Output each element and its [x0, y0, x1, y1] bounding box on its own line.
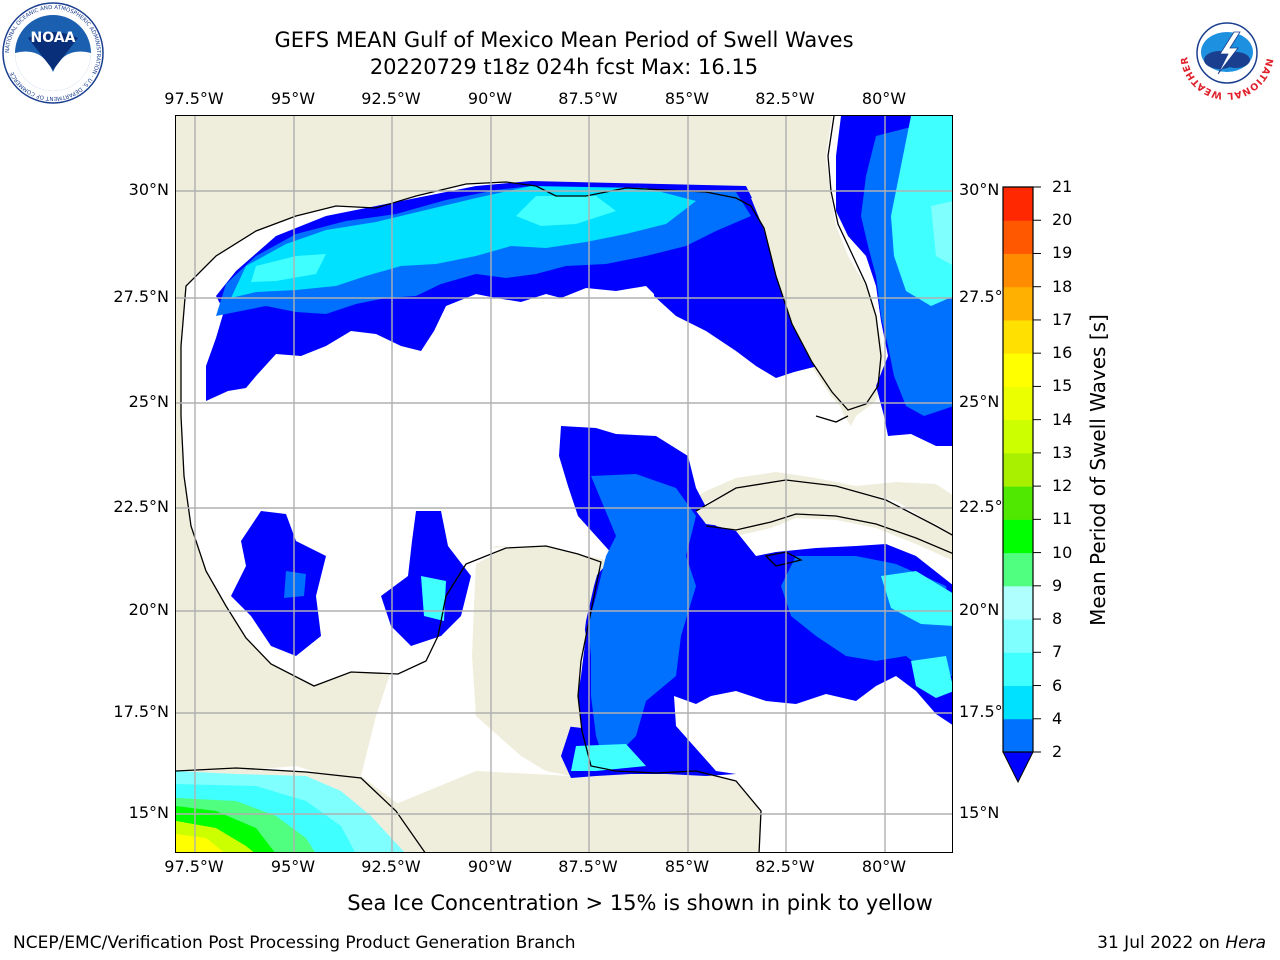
colorbar-segment: [1003, 286, 1033, 321]
colorbar-tick-label: 14: [1052, 409, 1073, 429]
colorbar-under-arrow: [1002, 751, 1034, 784]
lon-tick-bottom: 80°W: [861, 857, 907, 876]
run-date-text: 31 Jul 2022 on: [1097, 933, 1226, 953]
chart-title: GEFS MEAN Gulf of Mexico Mean Period of …: [274, 28, 854, 52]
lon-tick-top: 82.5°W: [755, 89, 815, 108]
lon-tick-bottom: 82.5°W: [755, 857, 815, 876]
lat-tick-left: 15°N: [128, 803, 169, 822]
colorbar-tick-label: 15: [1052, 376, 1073, 396]
map-canvas: [176, 116, 952, 852]
run-date: 31 Jul 2022 on Hera: [1097, 933, 1266, 953]
lat-tick-right: 20°N: [959, 600, 1000, 619]
colorbar-segment: [1003, 386, 1033, 421]
chart-subtitle: 20220729 t18z 024h fcst Max: 16.15: [369, 55, 759, 79]
colorbar-segment: [1003, 220, 1033, 254]
coastlines: [176, 116, 952, 852]
lon-tick-bottom: 97.5°W: [164, 857, 224, 876]
map-panel: [175, 115, 953, 853]
lat-tick-right: 17.5°N: [959, 702, 1015, 721]
host-name: Hera: [1225, 933, 1266, 953]
colorbar-tick-label: 19: [1052, 243, 1073, 263]
lon-tick-bottom: 90°W: [467, 857, 513, 876]
colorbar-segment: [1003, 419, 1033, 454]
colorbar-segment: [1003, 652, 1033, 687]
colorbar-segment: [1003, 353, 1033, 387]
colorbar-tick-label: 20: [1052, 210, 1073, 230]
lat-tick-left: 22.5°N: [113, 497, 169, 516]
colorbar-label: Mean Period of Swell Waves [s]: [1086, 314, 1110, 626]
lon-tick-top: 90°W: [467, 89, 513, 108]
colorbar-tick-label: 2: [1052, 742, 1063, 761]
lon-tick-top: 97.5°W: [164, 89, 224, 108]
lon-tick-bottom: 87.5°W: [558, 857, 618, 876]
lon-tick-top: 92.5°W: [361, 89, 421, 108]
colorbar-tick-label: 18: [1052, 276, 1073, 296]
colorbar-segment: [1003, 319, 1033, 354]
noaa-logo: NOAA NATIONAL OCEANIC AND ATMOSPHERIC AD…: [2, 2, 104, 104]
lat-tick-right: 15°N: [959, 803, 1000, 822]
colorbar-tick-label: 17: [1052, 309, 1073, 329]
colorbar-tick-label: 4: [1052, 708, 1063, 728]
colorbar-segment: [1003, 253, 1033, 288]
lat-tick-left: 20°N: [128, 600, 169, 619]
lat-tick-right: 25°N: [959, 392, 1000, 411]
colorbar-tick-label: 6: [1052, 675, 1063, 695]
lon-tick-bottom: 95°W: [270, 857, 316, 876]
colorbar-tick-label: 7: [1052, 642, 1063, 662]
colorbar-tick-label: 9: [1052, 575, 1063, 595]
colorbar: [1002, 186, 1041, 784]
lon-tick-bottom: 92.5°W: [361, 857, 421, 876]
colorbar-tick-label: 13: [1052, 442, 1073, 462]
colorbar-tick-label: 12: [1052, 476, 1073, 496]
lon-tick-top: 80°W: [861, 89, 907, 108]
lon-tick-top: 87.5°W: [558, 89, 618, 108]
colorbar-segment: [1003, 685, 1033, 720]
colorbar-segment: [1003, 718, 1033, 753]
lat-tick-right: 22.5°N: [959, 497, 1015, 516]
lat-tick-left: 30°N: [128, 180, 169, 199]
colorbar-tick-label: 21: [1052, 177, 1073, 196]
sea-ice-note: Sea Ice Concentration > 15% is shown in …: [347, 891, 933, 915]
nws-logo: NATIONAL WEATHER SERVICE: [1176, 2, 1276, 102]
lon-tick-bottom: 85°W: [664, 857, 710, 876]
lat-tick-right: 27.5°N: [959, 287, 1015, 306]
lat-tick-left: 27.5°N: [113, 287, 169, 306]
colorbar-segment: [1003, 585, 1033, 620]
producer-credit: NCEP/EMC/Verification Post Processing Pr…: [13, 933, 576, 953]
colorbar-tick-label: 8: [1052, 609, 1063, 629]
colorbar-segment: [1003, 552, 1033, 587]
lon-tick-top: 95°W: [270, 89, 316, 108]
colorbar-segment: [1003, 519, 1033, 554]
lat-lon-gridlines: [176, 116, 952, 852]
colorbar-segment: [1003, 452, 1033, 487]
colorbar-tick-label: 10: [1052, 542, 1073, 562]
lon-tick-top: 85°W: [664, 89, 710, 108]
lat-tick-left: 25°N: [128, 392, 169, 411]
colorbar-tick-label: 16: [1052, 343, 1073, 363]
lat-tick-left: 17.5°N: [113, 702, 169, 721]
lat-tick-right: 30°N: [959, 180, 1000, 199]
colorbar-segment: [1003, 187, 1033, 221]
colorbar-segment: [1003, 486, 1033, 520]
colorbar-segment: [1003, 619, 1033, 653]
colorbar-tick-label: 11: [1052, 509, 1073, 529]
noaa-logo-text: NOAA: [31, 30, 76, 46]
